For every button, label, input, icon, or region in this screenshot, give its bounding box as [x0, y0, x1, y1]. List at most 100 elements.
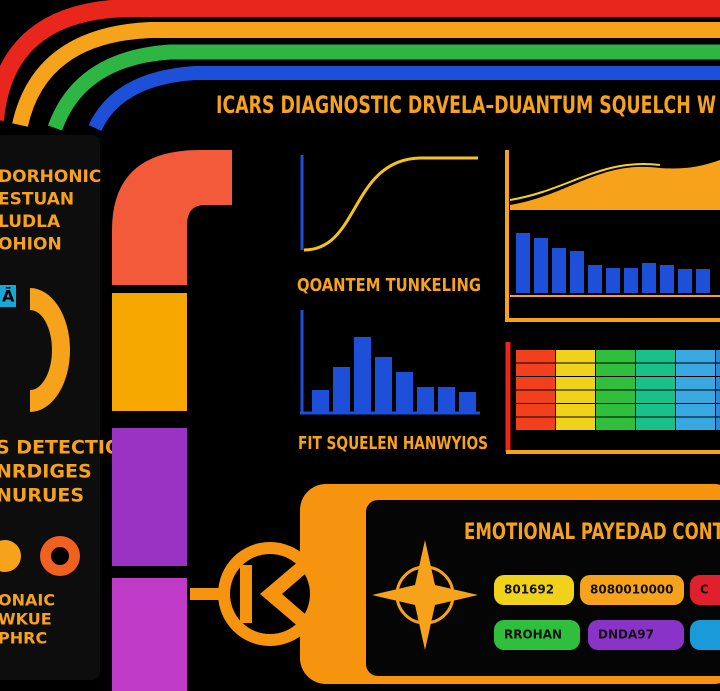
dial-left	[0, 540, 21, 572]
button[interactable]	[494, 620, 580, 650]
heatmap-cell	[556, 417, 595, 430]
button-label[interactable]: 801692	[504, 583, 554, 597]
arc-green	[47, 44, 720, 131]
arc-gauge	[30, 288, 70, 412]
heatmap-cell	[596, 350, 635, 363]
bar	[606, 268, 620, 293]
bar	[624, 268, 638, 293]
panel-text: OHION	[0, 235, 62, 255]
bar	[588, 265, 602, 293]
panel-text: NRDIGES	[0, 461, 92, 483]
bar	[570, 251, 584, 293]
heatmap-cell	[676, 350, 715, 363]
heatmap-cell	[556, 377, 595, 390]
bar	[354, 337, 371, 412]
button-label[interactable]: DNDA97	[598, 628, 654, 642]
heatmap-cell	[716, 404, 720, 417]
elbow	[112, 150, 232, 285]
panel-text: ONAIC	[0, 591, 55, 610]
bar	[696, 269, 710, 293]
heatmap-cell	[556, 390, 595, 403]
heatmap-cell	[636, 363, 675, 376]
button[interactable]	[580, 575, 684, 605]
bar	[552, 248, 566, 293]
heatmap-cell	[596, 404, 635, 417]
button[interactable]	[494, 575, 574, 605]
heatmap-cell	[676, 404, 715, 417]
arc-red	[0, 0, 720, 121]
spectrum-bars	[516, 233, 710, 293]
curve	[303, 156, 478, 252]
heatmap-cell	[516, 404, 555, 417]
heatmap-cell	[596, 363, 635, 376]
heatmap-cell	[636, 417, 675, 430]
header-title: ICARS DIAGNOSTIC DRVELA–DUANTUM SQUELCH …	[216, 91, 716, 119]
bar	[678, 269, 692, 293]
heatmap-cell	[716, 390, 720, 403]
heatmap-cell	[516, 350, 555, 363]
bar	[333, 367, 350, 412]
compass-ring	[395, 565, 455, 625]
bar	[459, 392, 476, 412]
button-label[interactable]: RROHAN	[504, 628, 562, 642]
panel-text: ESTUAN	[0, 190, 74, 210]
heatmap-cell	[676, 363, 715, 376]
heatmap-cell	[636, 390, 675, 403]
button[interactable]	[588, 620, 684, 650]
arc-blue	[88, 66, 720, 132]
bar	[312, 390, 329, 412]
button-blank[interactable]	[690, 620, 720, 650]
payload-title: EMOTIONAL PAYEDAD CONT	[464, 520, 720, 545]
wave-line	[509, 163, 661, 201]
rainbow-arcs	[0, 0, 720, 132]
heatmap-cell	[596, 377, 635, 390]
heatmap-cell	[516, 377, 555, 390]
button[interactable]	[690, 575, 720, 605]
bar	[438, 387, 455, 412]
bar	[375, 357, 392, 412]
area-wave	[510, 160, 720, 210]
dial-core	[51, 547, 69, 565]
emblem-glyph	[240, 560, 312, 628]
heatmap-cell	[516, 417, 555, 430]
heatmap-cell	[636, 350, 675, 363]
heatmap-cell	[516, 390, 555, 403]
arc-orange	[12, 22, 720, 127]
column-purple	[112, 428, 187, 566]
heatmap-cell	[716, 350, 720, 363]
badge-text: Ā	[2, 286, 15, 306]
bar	[534, 238, 548, 293]
column-magenta	[112, 578, 187, 691]
heatmap-cell	[636, 377, 675, 390]
tunneling-label: QOANTEM TUNKELING	[297, 275, 481, 296]
badge-box	[0, 285, 16, 307]
column-yellow	[112, 293, 187, 411]
heatmap-cell	[556, 363, 595, 376]
heatmap-cell	[516, 363, 555, 376]
bar	[660, 265, 674, 293]
heatmap-cell	[716, 377, 720, 390]
button-label[interactable]: 8080010000	[590, 583, 674, 597]
bar	[417, 387, 434, 412]
squelch-label: FIT SQUELEN HANWYIOS	[298, 433, 488, 454]
heatmap-cell	[716, 363, 720, 376]
panel-text: LUDLA	[0, 212, 61, 232]
panel-text: DORHONIC	[0, 167, 101, 187]
heatmap-cell	[676, 417, 715, 430]
heatmap-cell	[556, 350, 595, 363]
heatmap-cell	[676, 377, 715, 390]
squelch-bars	[312, 337, 476, 412]
heatmap-cell	[556, 404, 595, 417]
heatmap-cell	[636, 404, 675, 417]
heatmap-cell	[716, 417, 720, 430]
heatmap	[516, 350, 720, 430]
bar	[396, 372, 413, 412]
bar	[642, 263, 656, 293]
button-label[interactable]: C	[700, 583, 709, 597]
frame	[505, 150, 720, 322]
